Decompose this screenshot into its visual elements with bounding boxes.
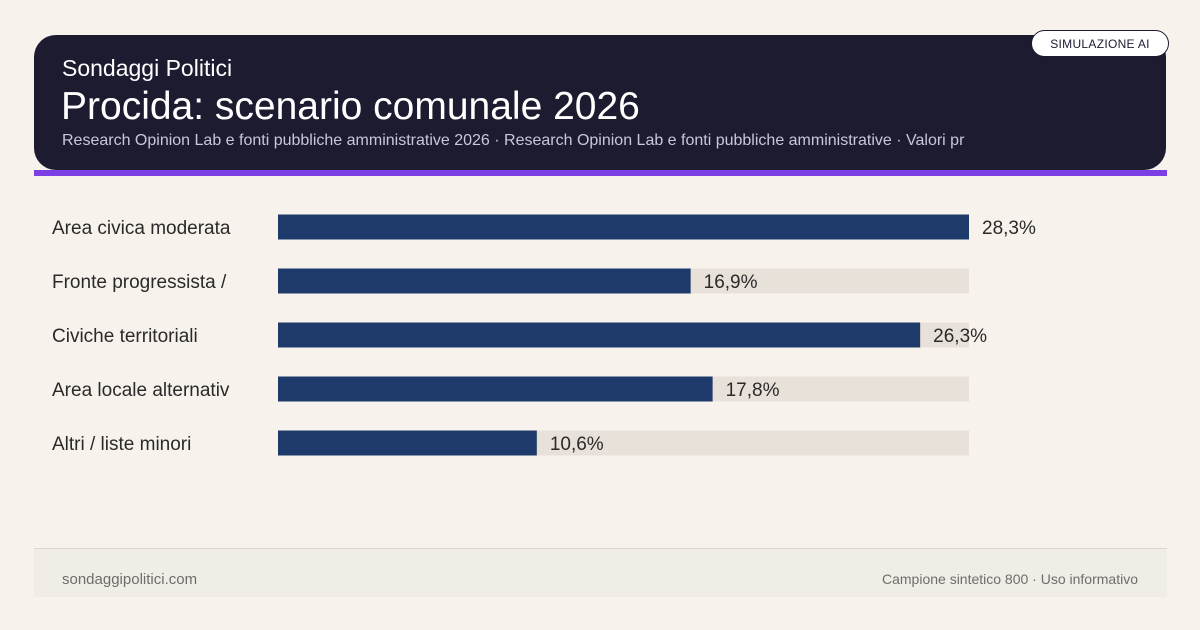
- category-label: Altri / liste minori: [52, 434, 191, 455]
- bar: [278, 322, 921, 348]
- category-label: Civiche territoriali: [52, 326, 198, 347]
- value-label: 16,9%: [704, 272, 758, 293]
- value-label: 17,8%: [726, 380, 780, 401]
- simulation-badge: SIMULAZIONE AI: [1031, 30, 1169, 57]
- footer-site: sondaggipolitici.com: [62, 571, 198, 588]
- bar: [278, 376, 713, 402]
- value-label: 28,3%: [982, 218, 1036, 239]
- category-label: Fronte progressista /: [52, 272, 227, 293]
- footer-note: Campione sintetico 800 · Uso informativo: [881, 571, 1138, 587]
- page-subtitle: Research Opinion Lab e fonti pubbliche a…: [62, 132, 965, 149]
- page-title: Procida: scenario comunale 2026: [61, 85, 640, 128]
- header-panel: Sondaggi Politici Procida: scenario comu…: [34, 35, 1166, 170]
- category-label: Area locale alternativ: [52, 380, 230, 401]
- value-label: 10,6%: [550, 434, 604, 455]
- bar: [278, 214, 969, 240]
- header-accent-bar: [34, 170, 1167, 176]
- value-label: 26,3%: [933, 326, 987, 347]
- bar: [278, 268, 691, 294]
- footer: sondaggipolitici.com Campione sintetico …: [34, 548, 1167, 597]
- category-label: Area civica moderata: [52, 218, 231, 239]
- bar: [278, 430, 537, 456]
- brand-name: Sondaggi Politici: [62, 55, 233, 81]
